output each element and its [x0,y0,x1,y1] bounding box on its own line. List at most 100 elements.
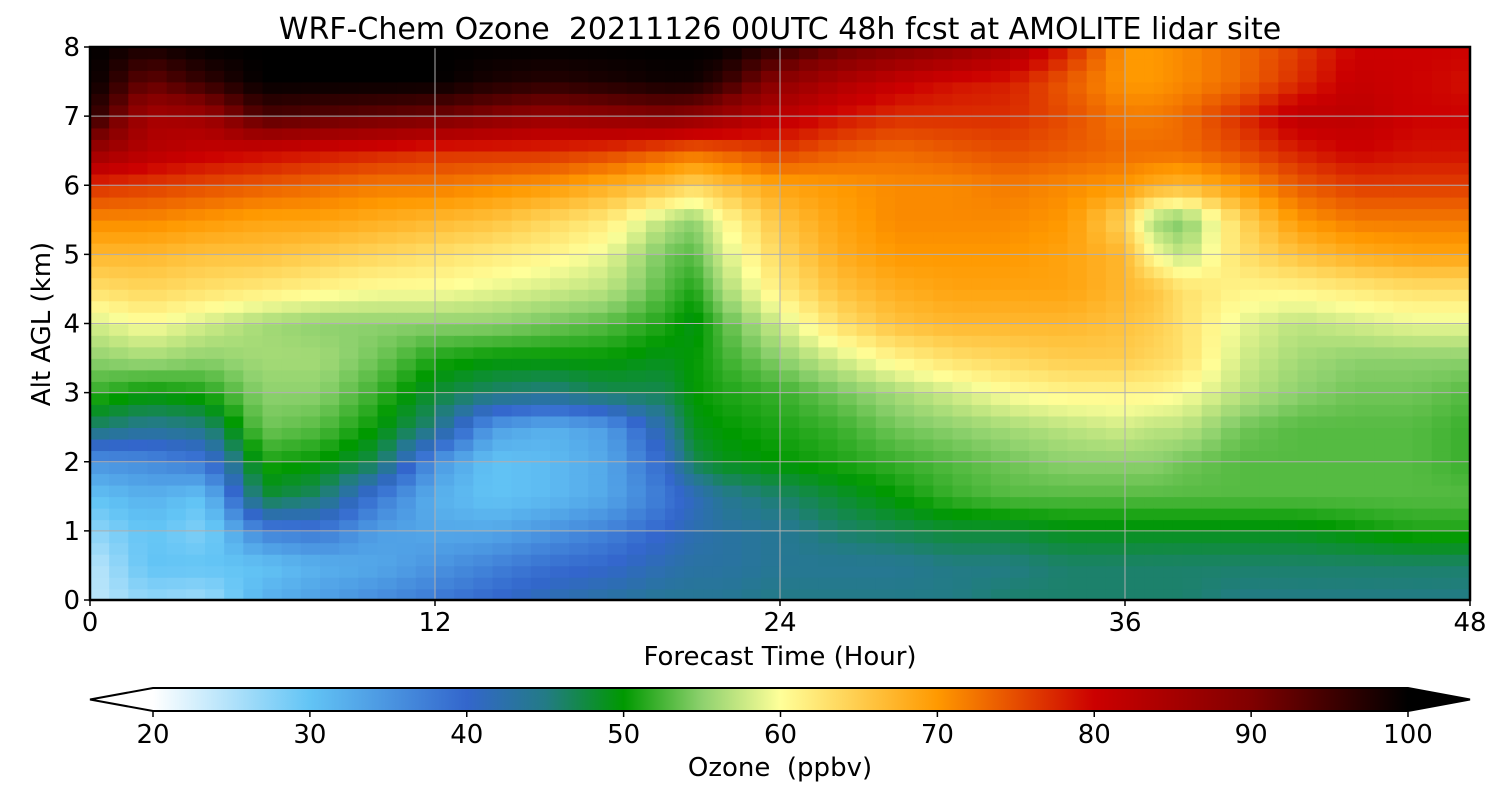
heatmap-cell [492,219,513,233]
heatmap-cell [693,254,705,267]
heatmap-cell [262,473,283,486]
heatmap-cell [185,346,206,359]
heatmap-cell [262,277,283,290]
heatmap-cell [1335,404,1356,417]
heatmap-cell [377,173,398,187]
heatmap-cell [1153,473,1165,486]
heatmap-cell [1067,358,1088,371]
heatmap-cell [1067,323,1088,336]
y-tick-label: 1 [63,517,80,547]
heatmap-cell [799,381,820,394]
heatmap-cell [875,173,896,187]
heatmap-cell [1163,496,1174,509]
heatmap-cell [1220,277,1241,290]
heatmap-cell [674,277,685,290]
heatmap-cell [1374,588,1395,600]
heatmap-cell [1412,415,1433,428]
heatmap-cell [1153,185,1165,198]
heatmap-cell [262,588,283,600]
heatmap-cell [492,58,513,71]
heatmap-cell [492,427,513,440]
heatmap-cell [185,173,206,187]
heatmap-cell [588,530,609,544]
heatmap-cell [109,231,130,244]
heatmap-cell [1316,93,1337,106]
heatmap-cell [339,265,360,279]
heatmap-cell [895,553,915,567]
heatmap-cell [166,473,187,486]
heatmap-cell [90,588,110,600]
heatmap-cell [780,335,800,348]
heatmap-cell [971,450,992,463]
heatmap-cell [166,461,187,475]
heatmap-cell [952,196,973,210]
heatmap-cell [1335,565,1356,578]
heatmap-cell [358,427,379,440]
heatmap-cell [1105,346,1126,359]
heatmap-cell [396,404,417,417]
heatmap-cell [607,484,628,498]
heatmap-cell [1201,369,1222,382]
heatmap-cell [1240,116,1260,129]
heatmap-cell [243,208,264,221]
heatmap-cell [674,381,685,394]
heatmap-cell [1355,185,1375,198]
heatmap-cell [147,277,168,290]
heatmap-cell [339,392,360,405]
heatmap-cell [1335,484,1356,498]
heatmap-cell [90,323,110,336]
heatmap-cell [1335,47,1356,60]
heatmap-cell [185,461,206,475]
heatmap-cell [1067,58,1088,71]
heatmap-cell [1172,323,1184,336]
heatmap-cell [665,346,676,359]
heatmap-cell [1010,542,1030,555]
heatmap-cell [712,542,724,555]
heatmap-cell [1172,542,1184,555]
heatmap-cell [377,70,398,83]
heatmap-cell [128,219,149,233]
heatmap-cell [262,519,283,532]
heatmap-cell [952,415,973,428]
heatmap-cell [760,242,781,256]
heatmap-cell [1134,162,1145,175]
heatmap-cell [693,139,705,152]
heatmap-cell [300,404,321,417]
heatmap-cell [511,70,532,83]
heatmap-cell [415,173,436,187]
heatmap-cell [377,450,398,463]
heatmap-cell [1125,300,1136,313]
heatmap-cell [1067,519,1088,532]
heatmap-cell [760,530,781,544]
heatmap-cell [1259,265,1280,279]
heatmap-cell [799,254,820,267]
heatmap-cell [511,438,532,452]
heatmap-cell [224,427,245,440]
heatmap-cell [1393,173,1414,187]
heatmap-cell [128,173,149,187]
heatmap-cell [780,404,800,417]
heatmap-cell [971,369,992,382]
heatmap-cell [454,127,475,140]
heatmap-cell [396,93,417,106]
heatmap-cell [693,173,705,187]
heatmap-cell [1163,311,1174,325]
heatmap-cell [1374,70,1395,83]
heatmap-cell [895,404,915,417]
heatmap-cell [1297,576,1318,590]
heatmap-cell [1010,185,1030,198]
heatmap-cell [1240,254,1260,267]
heatmap-cell [703,47,714,60]
heatmap-cell [875,196,896,210]
heatmap-cell [1048,484,1069,498]
heatmap-cell [856,139,877,152]
heatmap-cell [262,300,283,313]
heatmap-cell [952,553,973,567]
heatmap-cell [712,588,724,600]
heatmap-cell [665,323,676,336]
heatmap-cell [607,254,628,267]
heatmap-cell [1172,242,1184,256]
heatmap-cell [109,507,130,521]
heatmap-cell [1029,588,1050,600]
heatmap-cell [607,265,628,279]
